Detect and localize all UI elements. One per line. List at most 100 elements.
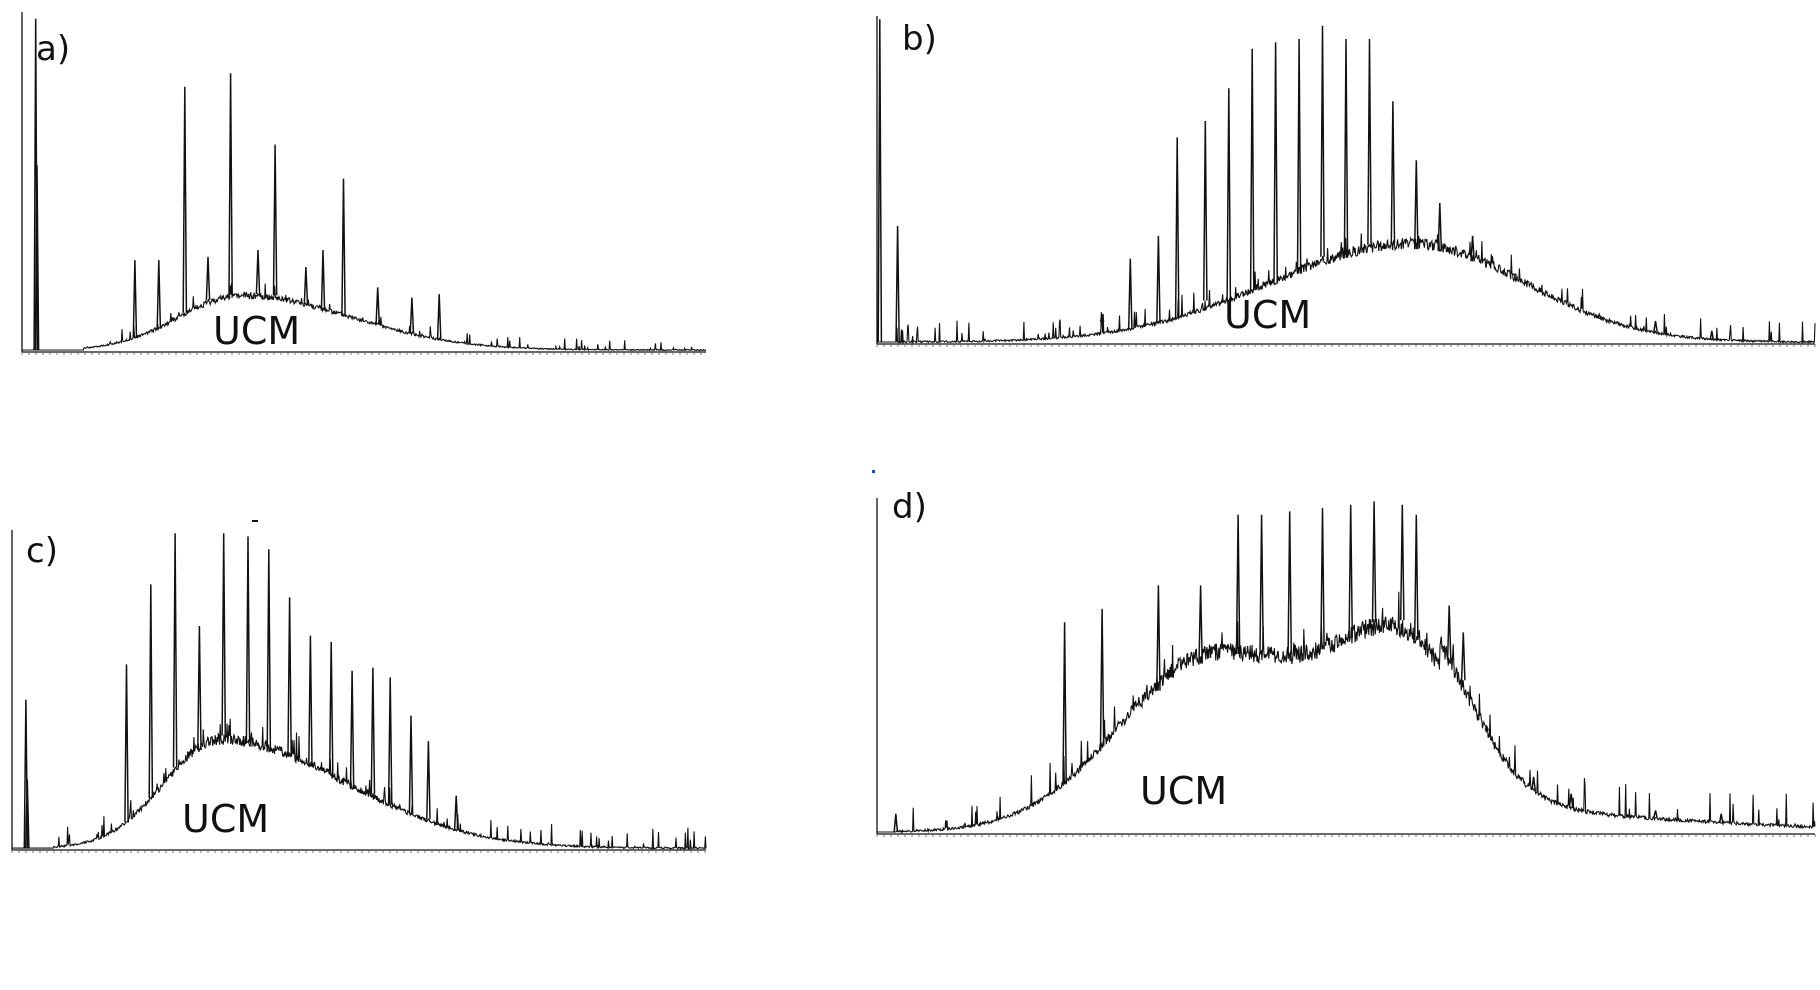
peak-14 [387, 677, 393, 805]
peak-19 [1550, 296, 1555, 299]
peak-2 [132, 260, 138, 339]
chromatogram-b-svg: b) UCM [876, 16, 1816, 347]
peak-3 [156, 260, 162, 328]
peak-8 [1249, 48, 1255, 291]
peak-15 [1484, 724, 1489, 731]
peak-0 [877, 19, 883, 343]
peak-11 [341, 178, 346, 317]
peak-1 [895, 225, 900, 343]
peak-10 [1371, 501, 1377, 623]
panel-label: a) [36, 29, 70, 69]
peak-6 [228, 73, 233, 295]
stray-dot [872, 470, 875, 473]
peak-7 [255, 249, 261, 295]
peak-14 [1390, 101, 1396, 244]
peak-7 [1287, 511, 1293, 655]
peak-17 [1568, 793, 1574, 808]
ucm-trace [22, 283, 707, 352]
peak-13 [409, 297, 415, 333]
x-axis-ticks [11, 850, 706, 853]
peak-18 [1653, 810, 1658, 818]
peak-18 [1512, 273, 1517, 277]
peak-6 [1202, 120, 1208, 301]
peak-1 [24, 779, 30, 849]
peak-10 [308, 635, 313, 767]
peak-17 [453, 795, 459, 831]
peak-5 [1174, 137, 1180, 319]
peak-10 [320, 249, 326, 311]
peak-2 [1099, 608, 1105, 747]
peak-11 [328, 641, 334, 775]
peak-9 [287, 597, 292, 755]
peak-4 [172, 533, 178, 768]
peak-13 [1446, 605, 1452, 661]
peak-12 [375, 287, 381, 324]
peak-5 [1235, 514, 1241, 655]
peak-6 [1259, 514, 1264, 651]
peak-15 [1413, 160, 1419, 250]
chromatogram-a: a) UCM [8, 8, 713, 358]
peak-12 [1343, 38, 1349, 258]
panel-label: d) [892, 487, 927, 527]
peak-22 [1709, 330, 1715, 341]
peak-1 [1062, 622, 1067, 785]
peak-10 [1296, 38, 1302, 274]
x-axis-ticks [21, 352, 702, 355]
peak-4 [1198, 585, 1203, 664]
peak-5 [205, 256, 211, 300]
stray-dash [252, 520, 258, 522]
peak-1 [34, 164, 40, 351]
ucm-label: UCM [1140, 769, 1227, 813]
peak-8 [1320, 508, 1325, 650]
chromatogram-c: c) UCM [8, 510, 713, 860]
peak-11 [1320, 25, 1325, 257]
peak-13 [1367, 38, 1372, 245]
peak-3 [1127, 258, 1133, 329]
peak-8 [266, 549, 272, 752]
peak-0 [893, 813, 899, 833]
peak-19 [1718, 813, 1724, 824]
chromatogram-c-svg: c) UCM [11, 530, 707, 853]
ucm-label: UCM [182, 797, 269, 841]
ucm-trace [877, 591, 1816, 835]
ucm-label: UCM [1224, 293, 1311, 337]
peak-3 [148, 584, 154, 799]
peak-12 [1413, 514, 1419, 641]
chromatogram-d-svg: d) UCM [876, 487, 1816, 837]
peak-11 [1399, 504, 1405, 621]
peak-15 [408, 715, 414, 814]
chromatogram-a-svg: a) UCM [21, 12, 707, 355]
x-axis-ticks [876, 344, 1816, 347]
chromatogram-b: b) UCM [872, 8, 1820, 353]
peak-6 [221, 533, 227, 736]
peak-3 [1156, 585, 1161, 691]
peak-5 [197, 625, 202, 751]
peak-12 [349, 670, 355, 790]
peak-8 [272, 144, 278, 296]
ucm-label: UCM [213, 309, 300, 353]
panel-label: b) [902, 19, 937, 59]
peak-9 [1273, 42, 1279, 284]
peak-20 [1597, 312, 1602, 319]
peak-21 [1653, 320, 1658, 332]
peak-7 [245, 536, 251, 743]
peak-2 [124, 664, 129, 823]
peak-9 [303, 266, 309, 304]
ucm-trace [12, 718, 707, 851]
panel-label: c) [26, 531, 58, 571]
peak-16 [1531, 776, 1536, 790]
peak-17 [1470, 235, 1475, 262]
chromatogram-d: d) UCM [872, 487, 1820, 845]
peak-16 [1437, 202, 1443, 252]
peak-13 [370, 667, 376, 795]
peak-7 [1226, 88, 1232, 302]
peak-2 [1099, 314, 1105, 322]
peak-16 [426, 741, 431, 820]
ucm-trace [877, 233, 1816, 345]
x-axis-ticks [876, 834, 1816, 837]
peak-9 [1348, 504, 1354, 638]
peak-14 [1460, 632, 1466, 681]
peak-4 [1156, 235, 1161, 324]
peak-4 [182, 86, 188, 313]
peak-14 [436, 294, 442, 339]
